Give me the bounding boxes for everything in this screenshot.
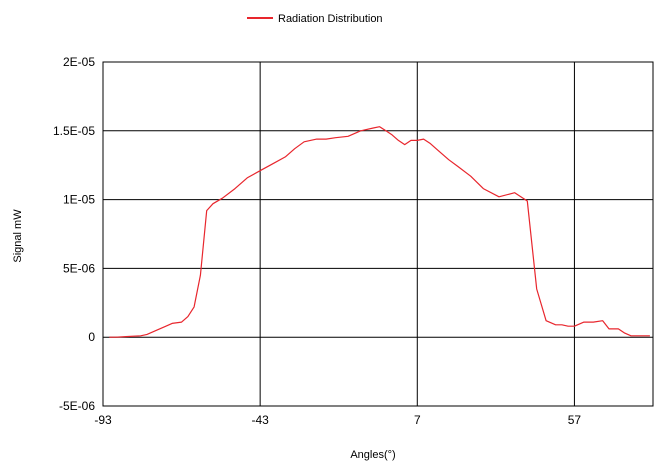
y-tick-label: 5E-06 (63, 261, 95, 275)
x-axis-tick-labels: -93 -43 7 57 (94, 413, 581, 427)
y-axis-tick-labels: -5E-06 0 5E-06 1E-05 1.5E-05 2E-05 (53, 55, 95, 413)
y-tick-label: 2E-05 (63, 55, 95, 69)
y-axis-title: Signal mW (12, 209, 24, 263)
x-tick-label: -93 (94, 413, 112, 427)
plot-area-border (102, 61, 654, 407)
series-layer (109, 126, 650, 338)
y-tick-label: 1.5E-05 (53, 124, 95, 138)
series-line-radiation-distribution (109, 126, 650, 338)
y-tick-label: 1E-05 (63, 193, 95, 207)
x-axis-title: Angles(°) (350, 449, 395, 461)
y-tick-label: 0 (88, 330, 95, 344)
legend-label-radiation-distribution: Radiation Distribution (278, 13, 383, 25)
x-tick-label: 7 (414, 413, 421, 427)
legend: Radiation Distribution (247, 13, 383, 25)
y-tick-label: -5E-06 (59, 399, 95, 413)
x-tick-label: 57 (568, 413, 582, 427)
x-tick-label: -43 (251, 413, 269, 427)
